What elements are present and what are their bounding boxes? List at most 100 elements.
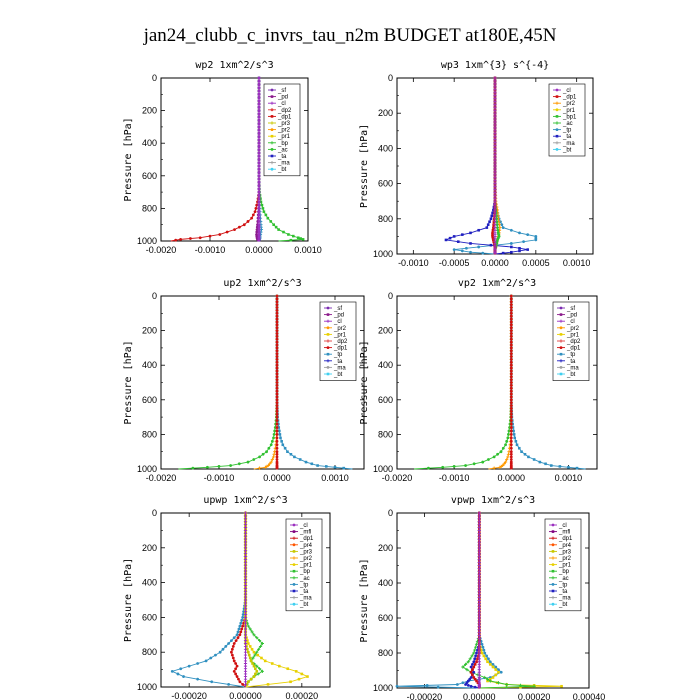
y-tick-label: 200	[378, 543, 393, 553]
legend-entry: _pr1	[566, 332, 580, 338]
data-point	[243, 612, 248, 617]
y-tick-label: 1000	[373, 464, 393, 474]
x-tick-label: -0.0010	[204, 473, 235, 483]
data-point	[477, 595, 481, 600]
data-point	[473, 663, 477, 666]
data-point	[218, 233, 222, 236]
panel-title: vp2 1xm^2/s^3	[458, 278, 536, 289]
data-point	[286, 450, 289, 453]
data-point	[257, 197, 261, 200]
data-point	[301, 238, 305, 241]
data-point	[243, 563, 248, 567]
data-point	[509, 401, 513, 405]
data-point	[526, 233, 530, 237]
data-point	[275, 401, 279, 405]
y-tick-label: 400	[378, 143, 393, 153]
data-point	[427, 466, 430, 470]
data-point	[472, 665, 476, 669]
data-point	[493, 91, 497, 95]
y-axis-label: Pressure [hPa]	[123, 558, 134, 642]
data-point	[492, 238, 495, 242]
data-point	[257, 96, 261, 99]
data-point	[475, 651, 478, 655]
data-point	[243, 528, 248, 532]
x-tick-label: 0.00020	[286, 691, 319, 700]
data-point	[395, 684, 399, 688]
data-point	[278, 664, 281, 668]
data-point	[509, 407, 513, 410]
data-point	[237, 462, 241, 466]
data-point	[297, 677, 301, 681]
data-point	[469, 250, 472, 254]
data-point	[292, 569, 296, 573]
data-point	[257, 190, 261, 194]
data-point	[544, 462, 547, 466]
data-point	[229, 464, 233, 467]
data-point	[238, 225, 241, 229]
data-point	[196, 662, 200, 665]
data-point	[275, 452, 279, 456]
data-point	[559, 333, 563, 336]
data-point	[326, 372, 330, 376]
data-point	[275, 455, 279, 459]
data-point	[491, 662, 495, 666]
data-point	[559, 352, 563, 356]
data-point	[275, 317, 279, 321]
data-point	[243, 520, 248, 524]
data-point	[270, 167, 274, 171]
data-point	[275, 337, 279, 341]
data-point	[275, 412, 279, 416]
data-point	[505, 439, 509, 443]
legend-entry: _mfl	[558, 530, 570, 536]
data-point	[481, 251, 485, 255]
data-point	[509, 372, 513, 376]
data-point	[326, 306, 330, 310]
data-point	[227, 642, 231, 645]
data-point	[509, 422, 513, 426]
y-axis-label: Pressure [hPa]	[359, 558, 370, 642]
data-point	[489, 243, 493, 247]
data-point	[477, 601, 481, 606]
legend-entry: _pr3	[277, 121, 291, 127]
data-point	[477, 633, 481, 638]
legend-entry: _pr2	[277, 128, 291, 134]
data-point	[510, 245, 513, 249]
data-point	[493, 149, 497, 153]
data-point	[326, 339, 330, 343]
data-point	[243, 650, 248, 654]
data-point	[275, 386, 279, 390]
data-point	[493, 117, 497, 121]
data-point	[275, 450, 279, 454]
data-point	[491, 235, 494, 238]
data-point	[255, 203, 259, 207]
data-point	[269, 220, 273, 223]
data-point	[246, 220, 250, 223]
data-point	[477, 511, 481, 515]
legend-entry: _tp	[333, 352, 343, 358]
data-point	[493, 155, 497, 159]
panel-4: vp2 1xm^2/s^3 0 200 400 600 800 1000-0.0020 -0.…	[359, 278, 598, 483]
data-point	[257, 145, 261, 148]
data-point	[472, 651, 476, 655]
data-point	[275, 332, 279, 335]
data-point	[509, 389, 513, 393]
x-tick-label: -0.0020	[146, 245, 177, 255]
data-point	[469, 665, 473, 669]
data-point	[246, 624, 250, 628]
legend-entry: _dp2	[333, 339, 348, 345]
legend-entry: _pr1	[562, 108, 576, 114]
data-point	[292, 234, 295, 238]
legend-entry: _cl	[558, 523, 567, 529]
data-point	[272, 452, 276, 456]
data-point	[243, 641, 248, 646]
data-point	[481, 460, 485, 464]
data-point	[243, 566, 248, 570]
data-point	[493, 143, 497, 148]
data-point	[474, 654, 478, 658]
data-point	[258, 644, 263, 648]
data-point	[243, 589, 248, 593]
data-point	[252, 633, 256, 637]
data-point	[179, 237, 183, 241]
data-point	[493, 138, 497, 142]
